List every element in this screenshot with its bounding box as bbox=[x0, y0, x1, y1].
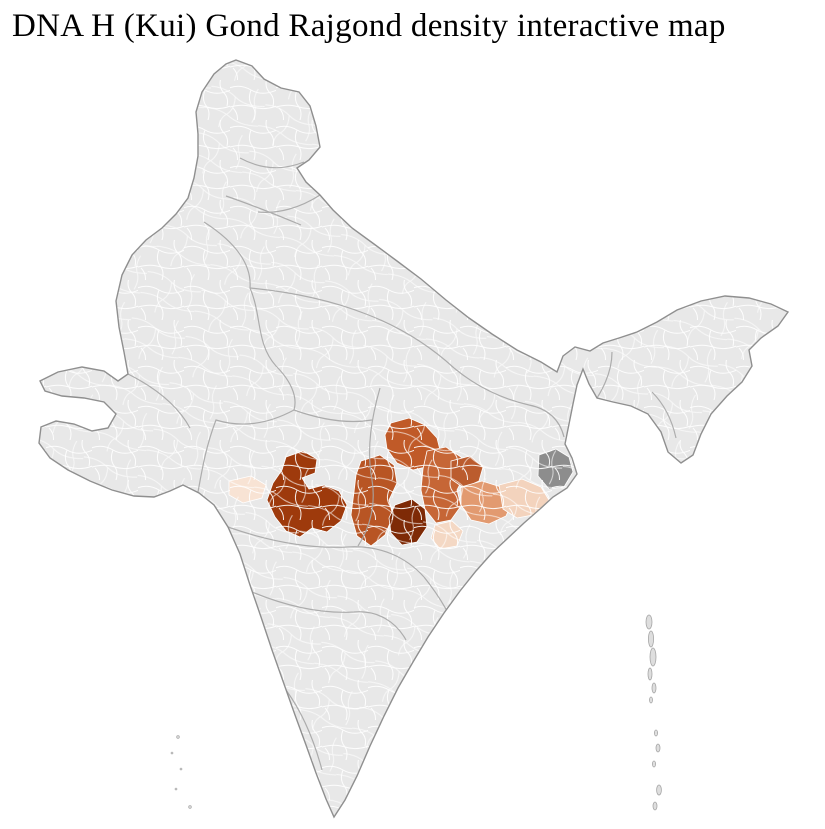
state-border-line bbox=[453, 367, 565, 438]
island[interactable] bbox=[648, 630, 655, 648]
island[interactable] bbox=[174, 787, 178, 791]
state-border-line bbox=[249, 287, 296, 411]
state-border-line bbox=[197, 409, 295, 493]
state-border-line bbox=[239, 157, 305, 169]
state-borders bbox=[127, 157, 677, 771]
island[interactable] bbox=[652, 801, 658, 811]
state-border-line bbox=[251, 591, 407, 641]
island[interactable] bbox=[170, 751, 174, 755]
island[interactable] bbox=[651, 682, 657, 694]
island[interactable] bbox=[655, 743, 661, 753]
island[interactable] bbox=[656, 784, 662, 796]
island[interactable] bbox=[649, 696, 653, 704]
lakshadweep-islands[interactable] bbox=[170, 735, 192, 809]
state-border-line bbox=[249, 287, 455, 369]
island[interactable] bbox=[647, 667, 653, 681]
island[interactable] bbox=[176, 735, 180, 739]
island[interactable] bbox=[188, 805, 192, 809]
page-title: DNA H (Kui) Gond Rajgond density interac… bbox=[12, 8, 726, 44]
state-border-line bbox=[203, 221, 251, 289]
state-border-line bbox=[257, 194, 321, 213]
state-border-line bbox=[357, 387, 381, 547]
island[interactable] bbox=[654, 729, 659, 737]
state-border-line bbox=[127, 373, 191, 429]
district-boundaries-mesh-2 bbox=[39, 60, 788, 817]
island[interactable] bbox=[649, 647, 657, 667]
state-border-line bbox=[225, 195, 302, 226]
island[interactable] bbox=[652, 760, 657, 768]
state-border-line bbox=[596, 351, 613, 399]
island[interactable] bbox=[645, 614, 653, 630]
state-border-line bbox=[285, 689, 323, 771]
island[interactable] bbox=[179, 767, 183, 771]
state-border-line bbox=[293, 409, 373, 423]
andaman-nicobar-islands[interactable] bbox=[645, 614, 662, 811]
state-border-line bbox=[227, 526, 425, 578]
state-border-line bbox=[651, 391, 677, 439]
